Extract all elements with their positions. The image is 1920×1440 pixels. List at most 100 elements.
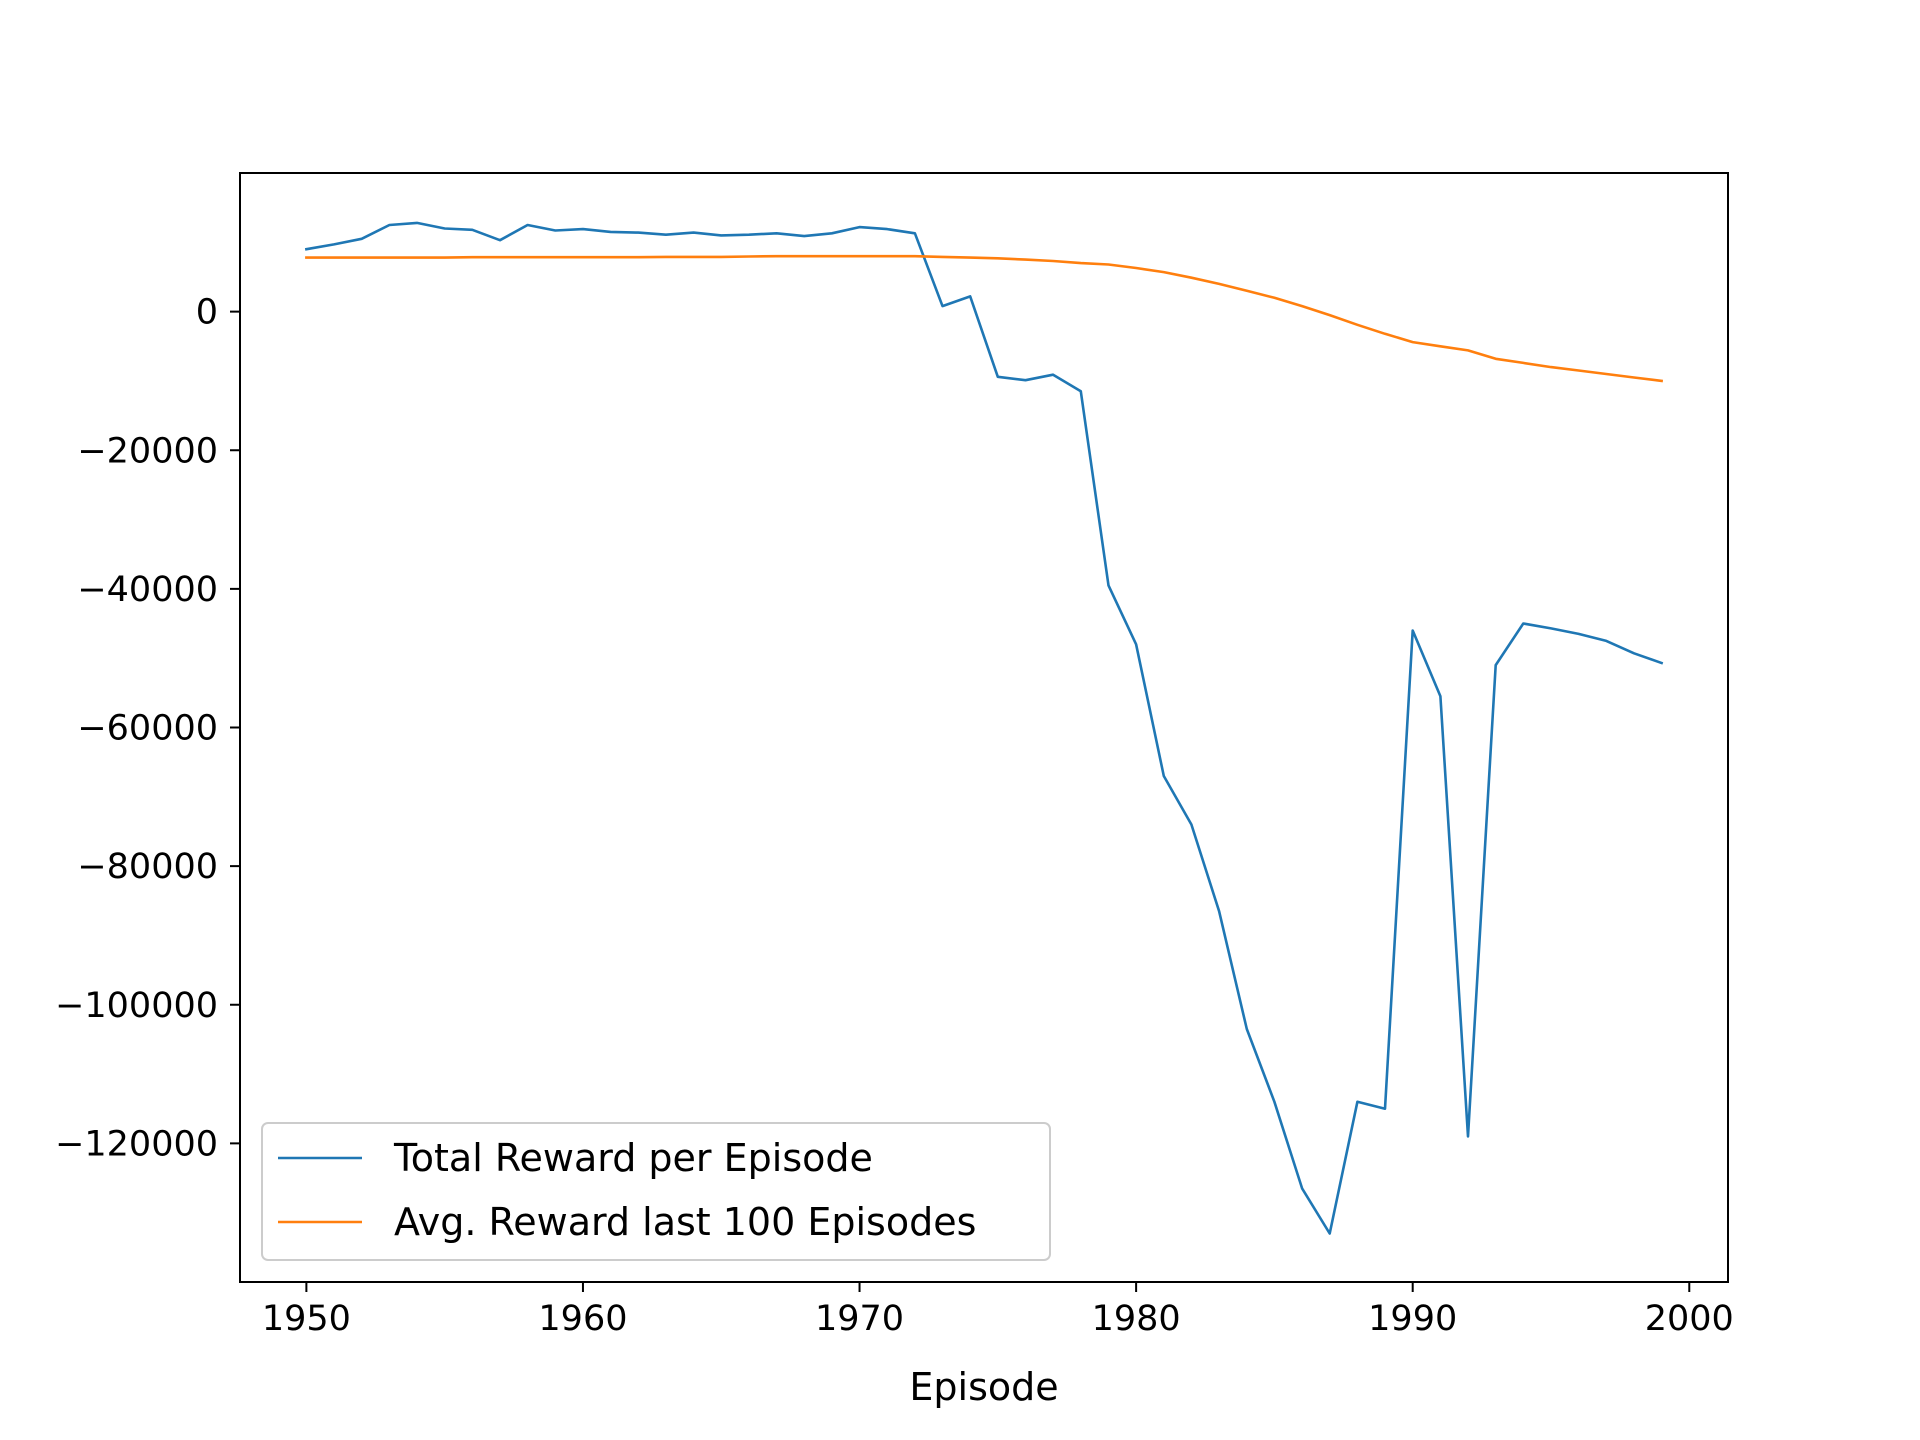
data-point-avg-reward-last-100-episodes-1964: [691, 254, 696, 259]
data-point-avg-reward-last-100-episodes-1983: [1217, 281, 1222, 286]
data-point-total-reward-per-episode-1994: [1521, 621, 1526, 626]
data-point-total-reward-per-episode-1975: [995, 374, 1000, 379]
data-point-avg-reward-last-100-episodes-1963: [663, 254, 668, 259]
data-point-avg-reward-last-100-episodes-1974: [968, 255, 973, 260]
data-point-total-reward-per-episode-1971: [885, 227, 890, 232]
data-point-total-reward-per-episode-1987: [1327, 1231, 1332, 1236]
x-tick-label: 2000: [1645, 1299, 1734, 1339]
y-tick-label: −120000: [55, 1124, 218, 1164]
data-point-avg-reward-last-100-episodes-1969: [829, 254, 834, 259]
data-point-avg-reward-last-100-episodes-1973: [940, 254, 945, 259]
data-point-total-reward-per-episode-1962: [636, 230, 641, 235]
y-tick-label: −20000: [77, 431, 218, 471]
data-point-total-reward-per-episode-1982: [1189, 822, 1194, 827]
data-point-avg-reward-last-100-episodes-1968: [802, 254, 807, 259]
data-point-total-reward-per-episode-1985: [1272, 1099, 1277, 1104]
data-point-total-reward-per-episode-1989: [1383, 1106, 1388, 1111]
series-layer: [304, 220, 1664, 1236]
data-point-total-reward-per-episode-1978: [1078, 389, 1083, 394]
series-line-avg-reward-last-100-episodes: [305, 254, 1664, 383]
y-tick-label: −40000: [77, 570, 218, 610]
data-point-avg-reward-last-100-episodes-1995: [1549, 365, 1554, 370]
data-point-avg-reward-last-100-episodes-1967: [774, 254, 779, 259]
legend-label-total-reward: Total Reward per Episode: [393, 1136, 873, 1180]
data-point-total-reward-per-episode-1974: [968, 294, 973, 299]
data-point-total-reward-per-episode-1997: [1604, 638, 1609, 643]
data-point-avg-reward-last-100-episodes-1970: [857, 254, 862, 259]
data-point-avg-reward-last-100-episodes-1978: [1078, 261, 1083, 266]
data-point-avg-reward-last-100-episodes-1997: [1604, 372, 1609, 377]
data-point-total-reward-per-episode-1983: [1217, 909, 1222, 914]
data-point-avg-reward-last-100-episodes-1953: [387, 255, 392, 260]
data-point-avg-reward-last-100-episodes-1965: [719, 254, 724, 259]
x-axis-label: Episode: [909, 1365, 1058, 1409]
y-tick-label: −100000: [55, 986, 218, 1026]
x-axis: 1950 1960 1970 1980 1990 2000: [262, 1282, 1734, 1339]
data-point-avg-reward-last-100-episodes-1971: [885, 254, 890, 259]
data-point-avg-reward-last-100-episodes-1954: [415, 255, 420, 260]
data-point-total-reward-per-episode-1965: [719, 233, 724, 238]
data-point-total-reward-per-episode-1952: [359, 236, 364, 241]
data-point-avg-reward-last-100-episodes-1975: [995, 256, 1000, 261]
data-point-total-reward-per-episode-1988: [1355, 1099, 1360, 1104]
data-point-avg-reward-last-100-episodes-1979: [1106, 262, 1111, 267]
data-point-avg-reward-last-100-episodes-1961: [608, 255, 613, 260]
data-point-avg-reward-last-100-episodes-1960: [581, 255, 586, 260]
data-point-total-reward-per-episode-1981: [1161, 774, 1166, 779]
data-point-avg-reward-last-100-episodes-1952: [359, 255, 364, 260]
data-point-total-reward-per-episode-1969: [829, 231, 834, 236]
data-point-avg-reward-last-100-episodes-1977: [1051, 259, 1056, 264]
data-point-avg-reward-last-100-episodes-1958: [525, 255, 530, 260]
data-point-total-reward-per-episode-1999: [1659, 661, 1664, 666]
data-point-avg-reward-last-100-episodes-1951: [332, 255, 337, 260]
data-point-total-reward-per-episode-1990: [1410, 628, 1415, 633]
data-point-avg-reward-last-100-episodes-1990: [1410, 340, 1415, 345]
data-point-total-reward-per-episode-1976: [1023, 378, 1028, 383]
data-point-total-reward-per-episode-1961: [608, 229, 613, 234]
data-point-total-reward-per-episode-1957: [498, 238, 503, 243]
data-point-avg-reward-last-100-episodes-1986: [1300, 304, 1305, 309]
data-point-avg-reward-last-100-episodes-1966: [746, 254, 751, 259]
data-point-total-reward-per-episode-1950: [304, 247, 309, 252]
data-point-total-reward-per-episode-1959: [553, 228, 558, 233]
x-tick-label: 1970: [815, 1299, 904, 1339]
data-point-avg-reward-last-100-episodes-1980: [1134, 266, 1139, 271]
data-point-total-reward-per-episode-1953: [387, 223, 392, 228]
data-point-total-reward-per-episode-1973: [940, 304, 945, 309]
data-point-avg-reward-last-100-episodes-1999: [1659, 378, 1664, 383]
data-point-avg-reward-last-100-episodes-1972: [912, 254, 917, 259]
data-point-avg-reward-last-100-episodes-1956: [470, 255, 475, 260]
data-point-total-reward-per-episode-1993: [1493, 663, 1498, 668]
data-point-total-reward-per-episode-1979: [1106, 583, 1111, 588]
data-point-avg-reward-last-100-episodes-1962: [636, 255, 641, 260]
data-point-total-reward-per-episode-1967: [774, 231, 779, 236]
y-tick-label: 0: [196, 293, 218, 333]
data-point-total-reward-per-episode-1964: [691, 230, 696, 235]
data-point-avg-reward-last-100-episodes-1957: [498, 255, 503, 260]
legend-box: [261, 1122, 1051, 1261]
data-point-avg-reward-last-100-episodes-1998: [1632, 375, 1637, 380]
y-tick-label: −60000: [77, 709, 218, 749]
x-tick-label: 1950: [262, 1299, 351, 1339]
data-point-avg-reward-last-100-episodes-1950: [304, 255, 309, 260]
data-point-total-reward-per-episode-1996: [1576, 631, 1581, 636]
data-point-avg-reward-last-100-episodes-1994: [1521, 360, 1526, 365]
data-point-total-reward-per-episode-1991: [1438, 694, 1443, 699]
data-point-avg-reward-last-100-episodes-1955: [442, 255, 447, 260]
data-point-avg-reward-last-100-episodes-1981: [1161, 270, 1166, 275]
data-point-avg-reward-last-100-episodes-1992: [1466, 348, 1471, 353]
data-point-avg-reward-last-100-episodes-1996: [1576, 368, 1581, 373]
data-point-total-reward-per-episode-1951: [332, 242, 337, 247]
data-point-total-reward-per-episode-1968: [802, 234, 807, 239]
data-point-avg-reward-last-100-episodes-1989: [1383, 331, 1388, 336]
data-point-total-reward-per-episode-1955: [442, 226, 447, 231]
data-point-total-reward-per-episode-1954: [415, 220, 420, 225]
x-tick-label: 1960: [538, 1299, 627, 1339]
data-point-avg-reward-last-100-episodes-1991: [1438, 344, 1443, 349]
x-tick-label: 1980: [1092, 1299, 1181, 1339]
data-point-total-reward-per-episode-1958: [525, 223, 530, 228]
series-line-total-reward-per-episode: [304, 221, 1664, 1235]
y-axis: 0 −20000 −40000 −60000 −80000 −100000 −120000: [55, 293, 240, 1164]
data-point-avg-reward-last-100-episodes-1985: [1272, 295, 1277, 300]
